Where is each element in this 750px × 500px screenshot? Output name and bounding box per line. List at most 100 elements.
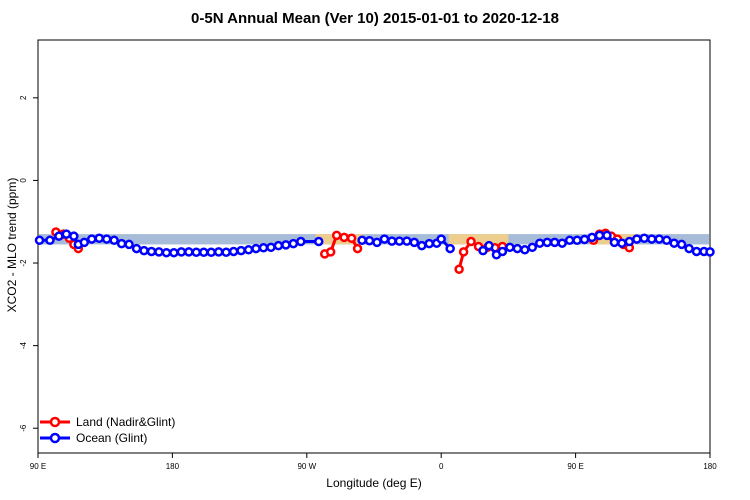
series-1-point-2-29 (691, 246, 702, 257)
series-1-point-0-31 (266, 242, 276, 253)
series-1-point-1-4 (387, 236, 397, 246)
series-1-point-0-27 (236, 245, 246, 256)
series-1-point-1-1 (364, 235, 375, 246)
series-1-point-0-4 (69, 231, 79, 241)
series-1-point-2-26 (669, 238, 679, 248)
legend-item-land: Land (Nadir&Glint) (40, 414, 175, 430)
series-1-point-2-1 (484, 240, 494, 251)
x-tick-label-4: 90 E (567, 462, 583, 471)
legend-item-ocean: Ocean (Glint) (40, 430, 175, 446)
series-1-point-0-22 (199, 247, 209, 258)
series-1-point-0-16 (154, 247, 164, 257)
series-1-point-1-7 (409, 237, 420, 248)
series-1-point-2-31 (705, 247, 715, 257)
series-1-point-2-20 (624, 236, 635, 247)
series-1-point-2-13 (572, 235, 582, 246)
series-1-point-0-24 (213, 247, 224, 257)
series-1-point-2-14 (579, 234, 590, 245)
series-1-point-1-9 (424, 238, 435, 249)
x-tick-label-0: 90 E (30, 462, 46, 471)
series-1-point-2-22 (639, 233, 650, 243)
series-1-point-2-17 (602, 230, 612, 241)
series-1-point-1-8 (417, 240, 427, 251)
series-1-point-2-0 (478, 245, 488, 256)
land-band-0 (315, 234, 364, 245)
chart-legend: Land (Nadir&Glint) Ocean (Glint) (40, 414, 175, 446)
series-1-point-0-12 (124, 239, 134, 250)
series-1-point-0-34 (288, 238, 299, 249)
x-tick-label-3: 0 (439, 462, 444, 471)
series-1-point-0-28 (243, 245, 254, 255)
series-1-point-0-26 (228, 246, 239, 257)
series-1-point-2-11 (557, 238, 567, 248)
series-0-point-1-5 (352, 243, 363, 254)
series-1-point-2-4 (505, 242, 515, 253)
series-1-point-2-19 (617, 238, 627, 248)
series-layer (34, 227, 715, 274)
series-1-point-2-7 (527, 242, 538, 253)
series-1-point-2-8 (535, 238, 545, 248)
series-1-point-0-36 (313, 236, 324, 247)
series-1-point-2-23 (647, 234, 657, 244)
series-1-point-1-5 (394, 236, 405, 246)
land-band-1 (448, 234, 509, 245)
series-1-point-0-10 (109, 235, 119, 246)
series-1-point-0-8 (94, 233, 104, 243)
plot-area (37, 39, 711, 454)
series-1-point-0-0 (34, 235, 45, 246)
legend-label-ocean: Ocean (Glint) (76, 431, 148, 445)
series-1-point-2-25 (661, 235, 672, 246)
series-1-point-0-14 (139, 245, 149, 256)
series-1-point-0-21 (191, 247, 202, 258)
series-0-point-2-2 (466, 236, 476, 247)
series-1-point-2-6 (520, 245, 530, 255)
y-axis-label: XCO2 - MLO trend (ppm) (5, 177, 19, 313)
series-0-point-2-0 (454, 264, 464, 274)
series-1-point-0-13 (131, 243, 142, 254)
y-tick-label-2: -2 (19, 259, 28, 267)
series-1-point-0-33 (281, 240, 291, 250)
series-1-point-0-25 (221, 247, 231, 258)
series-1-point-0-9 (101, 234, 112, 244)
x-axis-label: Longitude (deg E) (326, 476, 422, 490)
axis-layer: 90 E 180 90 W 0 90 E 180 2 0 -2 -4 -6 (19, 95, 717, 471)
series-1-point-0-11 (116, 238, 127, 249)
series-1-point-2-21 (632, 234, 642, 244)
series-1-point-2-27 (676, 239, 687, 250)
x-tick-label-2: 90 W (297, 462, 316, 471)
series-1-point-2-28 (684, 243, 694, 254)
series-1-point-0-1 (45, 235, 55, 246)
series-1-point-1-0 (357, 235, 367, 246)
series-1-point-1-3 (379, 234, 390, 244)
series-1-point-2-12 (564, 235, 575, 246)
series-1-point-0-30 (258, 242, 269, 253)
series-1-point-0-19 (176, 247, 187, 257)
series-1-point-0-17 (161, 247, 172, 258)
series-1-point-0-2 (54, 231, 64, 241)
legend-swatch-ocean (40, 432, 70, 444)
series-0-point-2-1 (458, 247, 469, 257)
series-1-point-2-5 (512, 243, 523, 254)
series-1-point-0-29 (251, 243, 261, 254)
series-1-point-0-3 (61, 229, 72, 239)
chart-title: 0-5N Annual Mean (Ver 10) 2015-01-01 to … (191, 10, 559, 27)
series-1-point-2-24 (654, 234, 664, 244)
series-1 (34, 229, 715, 260)
series-1-point-0-6 (79, 237, 90, 248)
y-tick-label-4: -6 (19, 424, 28, 432)
legend-swatch-land (40, 416, 70, 428)
series-1-point-1-2 (372, 237, 382, 248)
y-tick-label-1: 0 (19, 178, 28, 183)
series-1-point-1-6 (402, 236, 412, 246)
series-1-point-0-23 (206, 247, 216, 258)
series-1-point-0-32 (273, 240, 284, 251)
y-tick-label-0: 2 (19, 95, 28, 100)
series-1-point-2-15 (587, 232, 597, 243)
legend-label-land: Land (Nadir&Glint) (76, 415, 176, 429)
series-0-point-1-3 (339, 232, 349, 243)
x-tick-label-1: 180 (166, 462, 180, 471)
series-0-point-1-1 (325, 247, 336, 257)
series-1-point-2-9 (542, 237, 552, 248)
series-1-point-0-15 (146, 246, 157, 257)
